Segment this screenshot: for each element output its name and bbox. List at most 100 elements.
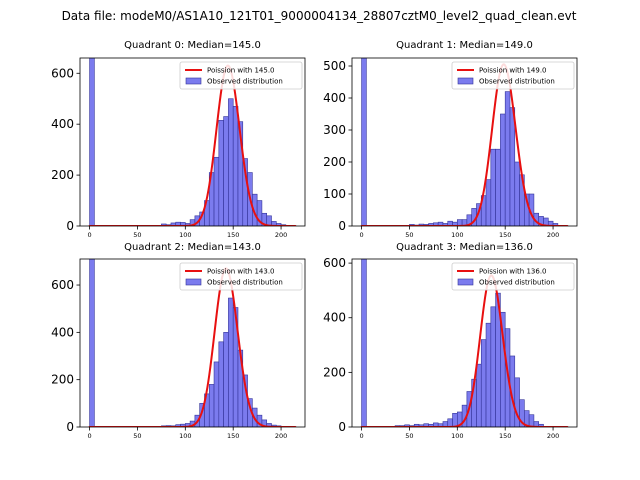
x-tick-label: 200 — [275, 231, 287, 239]
legend-bar-label: Observed distribution — [207, 279, 283, 287]
x-tick-label: 100 — [451, 231, 463, 239]
chart-panel-1: Quadrant 1: Median=149.0 0 50 100 150 200 0 100… — [323, 40, 578, 239]
histogram-bars — [361, 58, 559, 226]
histogram-bar — [218, 120, 224, 226]
legend-box — [451, 61, 575, 90]
x-tick-label: 200 — [547, 432, 559, 440]
y-tick-label: 200 — [323, 155, 346, 169]
y-tick-label: 0 — [338, 219, 346, 233]
histogram-bar — [490, 148, 496, 226]
legend-bar-swatch — [457, 77, 474, 85]
chart-panels: Quadrant 0: Median=145.0 0 50 100 150 200 0 200… — [51, 40, 578, 440]
y-tick-label: 200 — [51, 168, 74, 182]
axes-frame — [351, 258, 578, 428]
legend-bar-swatch — [185, 278, 202, 286]
x-tick-label: 200 — [547, 231, 559, 239]
legend-bar-label: Observed distribution — [479, 78, 555, 86]
poisson-fit-line — [88, 267, 297, 427]
x-tick-label: 50 — [133, 432, 141, 440]
histogram-bar — [361, 259, 367, 427]
histogram-bar — [476, 363, 482, 427]
histogram-bar — [208, 384, 215, 427]
y-tick-label: 0 — [66, 219, 74, 233]
legend-fit-label: Poission with 149.0 — [479, 67, 547, 75]
x-tick-label: 200 — [275, 432, 287, 440]
histogram-bar — [485, 179, 492, 226]
histogram-bar — [514, 161, 520, 226]
y-tick-label: 200 — [51, 373, 74, 387]
legend-fit-label: Poission with 136.0 — [479, 268, 547, 276]
histogram-bar — [213, 156, 220, 226]
y-tick-label: 500 — [323, 59, 346, 73]
chart-panel-2: Quadrant 2: Median=143.0 0 50 100 150 200 0 200… — [51, 242, 306, 440]
chart-title: Quadrant 2: Median=143.0 — [124, 242, 261, 253]
chart-panel-0: Quadrant 0: Median=145.0 0 50 100 150 200 0 200… — [51, 40, 306, 239]
legend: Poission with 143.0 Observed distribution — [179, 262, 303, 291]
y-tick-label: 600 — [51, 66, 74, 80]
histogram-bar — [528, 414, 535, 427]
legend: Poission with 145.0 Observed distribution — [179, 61, 303, 90]
chart-title: Quadrant 0: Median=145.0 — [124, 40, 261, 51]
figure-title: Data file: modeM0/AS1A10_121T01_90000041… — [62, 9, 577, 23]
legend-box — [179, 61, 303, 90]
x-tick-label: 100 — [179, 231, 191, 239]
x-tick-label: 50 — [405, 231, 413, 239]
chart-panel-3: Quadrant 3: Median=136.0 0 50 100 150 200 0 200… — [323, 242, 578, 440]
x-tick-label: 150 — [227, 231, 239, 239]
legend-box — [451, 262, 575, 291]
histogram-bar — [223, 332, 229, 427]
histogram-bar — [495, 148, 501, 226]
histogram-bars — [89, 58, 287, 226]
y-tick-label: 100 — [323, 187, 346, 201]
y-tick-label: 200 — [323, 365, 346, 379]
poisson-fit-line — [88, 64, 297, 226]
y-tick-label: 400 — [51, 325, 74, 339]
x-tick-label: 150 — [499, 432, 511, 440]
y-tick-label: 600 — [323, 256, 346, 270]
y-tick-label: 400 — [51, 117, 74, 131]
histogram-bar — [218, 341, 224, 427]
chart-title: Quadrant 1: Median=149.0 — [396, 40, 533, 51]
histogram-bar — [490, 306, 496, 427]
y-tick-label: 300 — [323, 123, 346, 137]
histogram-bar — [500, 113, 506, 226]
histogram-bar — [509, 107, 516, 226]
y-tick-label: 400 — [323, 91, 346, 105]
y-tick-label: 0 — [66, 420, 74, 434]
legend-fit-label: Poission with 145.0 — [207, 67, 275, 75]
histogram-bar — [228, 297, 234, 427]
histogram-bar — [447, 418, 453, 427]
histogram-bar — [89, 58, 95, 226]
legend-fit-label: Poission with 143.0 — [207, 268, 275, 276]
legend-bar-swatch — [457, 278, 474, 286]
y-tick-label: 0 — [338, 420, 346, 434]
histogram-bar — [223, 116, 229, 226]
x-tick-label: 0 — [360, 432, 364, 440]
histogram-bar — [228, 98, 234, 226]
y-tick-label: 600 — [51, 278, 74, 292]
legend: Poission with 149.0 Observed distribution — [451, 61, 575, 90]
histogram-bar — [452, 413, 458, 427]
x-tick-label: 50 — [405, 432, 413, 440]
histogram-bar — [480, 339, 487, 427]
histogram-bar — [485, 322, 492, 427]
x-tick-label: 100 — [179, 432, 191, 440]
y-tick-label: 400 — [323, 311, 346, 325]
legend-box — [179, 262, 303, 291]
chart-title: Quadrant 3: Median=136.0 — [396, 242, 533, 253]
x-tick-label: 100 — [451, 432, 463, 440]
histogram-bar — [552, 223, 559, 226]
histogram-bar — [213, 361, 220, 427]
legend-bar-label: Observed distribution — [207, 78, 283, 86]
legend-bar-label: Observed distribution — [479, 279, 555, 287]
histogram-bar — [89, 259, 95, 427]
x-tick-label: 50 — [133, 231, 141, 239]
x-tick-label: 0 — [360, 231, 364, 239]
histogram-bar — [232, 106, 239, 226]
axes-frame — [79, 57, 306, 227]
x-tick-label: 150 — [227, 432, 239, 440]
x-tick-label: 150 — [499, 231, 511, 239]
histogram-bar — [361, 58, 367, 226]
legend-bar-swatch — [185, 77, 202, 85]
x-tick-label: 0 — [88, 231, 92, 239]
